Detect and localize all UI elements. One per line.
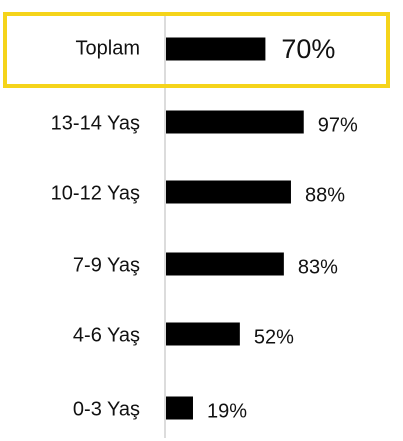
value-label: 70% bbox=[281, 34, 335, 64]
category-label: 0-3 Yaş bbox=[73, 398, 140, 420]
bar bbox=[166, 396, 193, 420]
bar bbox=[166, 37, 266, 61]
category-label: Toplam bbox=[76, 37, 140, 59]
value-label: 97% bbox=[318, 114, 358, 136]
value-label: 83% bbox=[298, 256, 338, 278]
bar bbox=[166, 180, 291, 204]
highlight-box bbox=[3, 12, 390, 88]
category-label: 7-9 Yaş bbox=[73, 254, 140, 276]
bar bbox=[166, 252, 284, 276]
value-label: 88% bbox=[305, 184, 345, 206]
bar bbox=[166, 322, 240, 346]
bar bbox=[166, 110, 304, 134]
category-label: 13-14 Yaş bbox=[51, 112, 140, 134]
value-label: 19% bbox=[207, 400, 247, 422]
category-label: 4-6 Yaş bbox=[73, 324, 140, 346]
category-label: 10-12 Yaş bbox=[51, 182, 140, 204]
value-label: 52% bbox=[254, 326, 294, 348]
